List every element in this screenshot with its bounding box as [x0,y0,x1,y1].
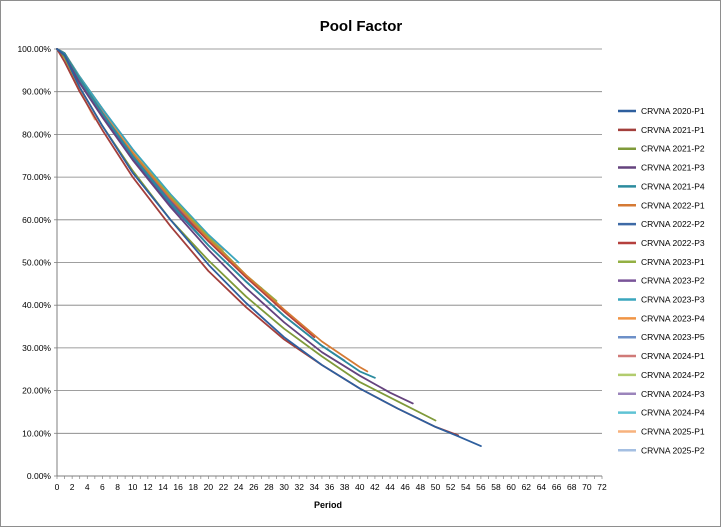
y-tick-label: 30.00% [22,343,51,353]
legend-entry: CRVNA 2020-P1 [641,106,705,116]
x-tick-label: 72 [597,482,607,492]
legend-entry: CRVNA 2023-P5 [641,332,705,342]
x-tick-label: 64 [537,482,547,492]
y-tick-label: 90.00% [22,87,51,97]
grid-lines [57,48,602,434]
x-tick-label: 2 [70,482,75,492]
x-tick-label: 24 [234,482,244,492]
x-tick-label: 50 [431,482,441,492]
x-tick-label: 44 [385,482,395,492]
legend-entry: CRVNA 2022-P2 [641,219,705,229]
legend-entry: CRVNA 2024-P2 [641,370,705,380]
x-tick-label: 58 [491,482,501,492]
series-line [56,48,346,362]
legend-entry: CRVNA 2021-P2 [641,144,705,154]
legend-entry: CRVNA 2023-P4 [641,313,705,323]
x-tick-label: 6 [100,482,105,492]
x-tick-label: 16 [173,482,183,492]
series-line [56,48,240,264]
series-line [56,48,316,339]
y-tick-label: 80.00% [22,129,51,139]
x-tick-label: 46 [400,482,410,492]
x-tick-label: 62 [522,482,532,492]
x-tick-label: 14 [158,482,168,492]
y-tick-label: 50.00% [22,258,51,268]
x-axis-ticks: 0 2 4 6 8 10 12 14 16 18 20 22 24 26 28 30 32 34 36 38 40 42 4… [55,476,607,492]
y-tick-label: 40.00% [22,300,51,310]
x-tick-label: 42 [370,482,380,492]
x-tick-label: 38 [340,482,350,492]
series-line [56,48,278,302]
y-tick-label: 20.00% [22,386,51,396]
legend-entry: CRVNA 2022-P1 [641,200,705,210]
y-tick-label: 100.00% [17,44,51,54]
x-tick-label: 26 [249,482,259,492]
legend-entry: CRVNA 2024-P4 [641,408,705,418]
series-line [56,48,482,448]
legend-entry: CRVNA 2025-P2 [641,445,705,455]
legend-entry: CRVNA 2022-P3 [641,238,705,248]
x-tick-label: 18 [189,482,199,492]
legend-entry: CRVNA 2023-P2 [641,276,705,286]
x-tick-label: 56 [476,482,486,492]
series-line [56,48,376,379]
x-tick-label: 22 [219,482,229,492]
x-tick-label: 12 [143,482,153,492]
y-tick-label: 10.00% [22,428,51,438]
legend: CRVNA 2020-P1 CRVNA 2021-P1 CRVNA 2021-P2 C… [618,106,705,455]
y-tick-label: 70.00% [22,172,51,182]
x-tick-label: 48 [416,482,426,492]
legend-entry: CRVNA 2023-P3 [641,295,705,305]
legend-entry: CRVNA 2021-P1 [641,125,705,135]
x-tick-label: 20 [204,482,214,492]
x-tick-label: 8 [115,482,120,492]
series-line [56,48,369,373]
x-tick-label: 4 [85,482,90,492]
x-tick-label: 10 [128,482,138,492]
x-tick-label: 0 [55,482,60,492]
legend-entry: CRVNA 2025-P1 [641,426,705,436]
y-axis-ticks: 0.00% 10.00% 20.00% 30.00% 40.00% 50.00% 60.00… [17,44,57,481]
legend-entry: CRVNA 2023-P1 [641,257,705,267]
x-tick-label: 70 [582,482,592,492]
legend-entry: CRVNA 2021-P4 [641,181,705,191]
y-tick-label: 60.00% [22,215,51,225]
x-tick-label: 34 [310,482,320,492]
series-line [56,48,460,437]
x-tick-label: 36 [325,482,335,492]
legend-entry: CRVNA 2024-P1 [641,351,705,361]
legend-entry: CRVNA 2024-P3 [641,389,705,399]
x-axis-label: Period [314,500,342,510]
x-tick-label: 40 [355,482,365,492]
x-tick-label: 32 [294,482,304,492]
y-tick-label: 0.00% [27,471,52,481]
series-line [56,48,414,405]
x-tick-label: 28 [264,482,274,492]
x-tick-label: 66 [552,482,562,492]
series-line [56,48,263,290]
x-tick-label: 68 [567,482,577,492]
series-line [56,48,437,422]
x-tick-label: 52 [446,482,456,492]
series-lines [56,48,482,448]
chart-title: Pool Factor [320,18,403,35]
x-tick-label: 30 [279,482,289,492]
x-tick-label: 60 [506,482,516,492]
x-tick-label: 54 [461,482,471,492]
legend-entry: CRVNA 2021-P3 [641,163,705,173]
